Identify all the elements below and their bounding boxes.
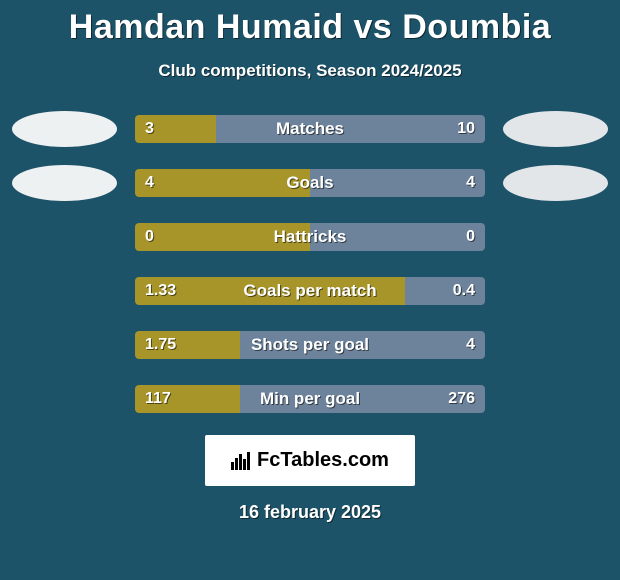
player-right-badge [503, 165, 608, 201]
player-right-badge [503, 111, 608, 147]
stat-bar: 00Hattricks [135, 223, 485, 251]
branding-badge: FcTables.com [205, 435, 415, 486]
stat-label: Matches [135, 115, 485, 143]
stat-row: 1.754Shots per goal [0, 327, 620, 363]
spacer [503, 273, 608, 309]
date-text: 16 february 2025 [239, 502, 381, 523]
stat-row: 00Hattricks [0, 219, 620, 255]
stat-rows: 310Matches 44Goals 00Hattricks 1.330.4Goals… [0, 111, 620, 417]
spacer [12, 273, 117, 309]
stat-label: Min per goal [135, 385, 485, 413]
stat-row: 44Goals [0, 165, 620, 201]
stat-bar: 117276Min per goal [135, 385, 485, 413]
spacer [12, 219, 117, 255]
stat-label: Goals per match [135, 277, 485, 305]
stat-label: Goals [135, 169, 485, 197]
spacer [503, 381, 608, 417]
bar-chart-icon [231, 452, 251, 470]
spacer [12, 327, 117, 363]
stat-bar: 310Matches [135, 115, 485, 143]
player-left-badge [12, 111, 117, 147]
spacer [12, 381, 117, 417]
comparison-infographic: Hamdan Humaid vs Doumbia Club competitio… [0, 0, 620, 580]
subtitle: Club competitions, Season 2024/2025 [158, 61, 461, 81]
stat-row: 117276Min per goal [0, 381, 620, 417]
stat-row: 1.330.4Goals per match [0, 273, 620, 309]
spacer [503, 219, 608, 255]
stat-bar: 1.754Shots per goal [135, 331, 485, 359]
player-left-badge [12, 165, 117, 201]
stat-row: 310Matches [0, 111, 620, 147]
stat-label: Hattricks [135, 223, 485, 251]
stat-label: Shots per goal [135, 331, 485, 359]
stat-bar: 1.330.4Goals per match [135, 277, 485, 305]
spacer [503, 327, 608, 363]
stat-bar: 44Goals [135, 169, 485, 197]
branding-text: FcTables.com [257, 449, 389, 472]
page-title: Hamdan Humaid vs Doumbia [69, 8, 551, 47]
